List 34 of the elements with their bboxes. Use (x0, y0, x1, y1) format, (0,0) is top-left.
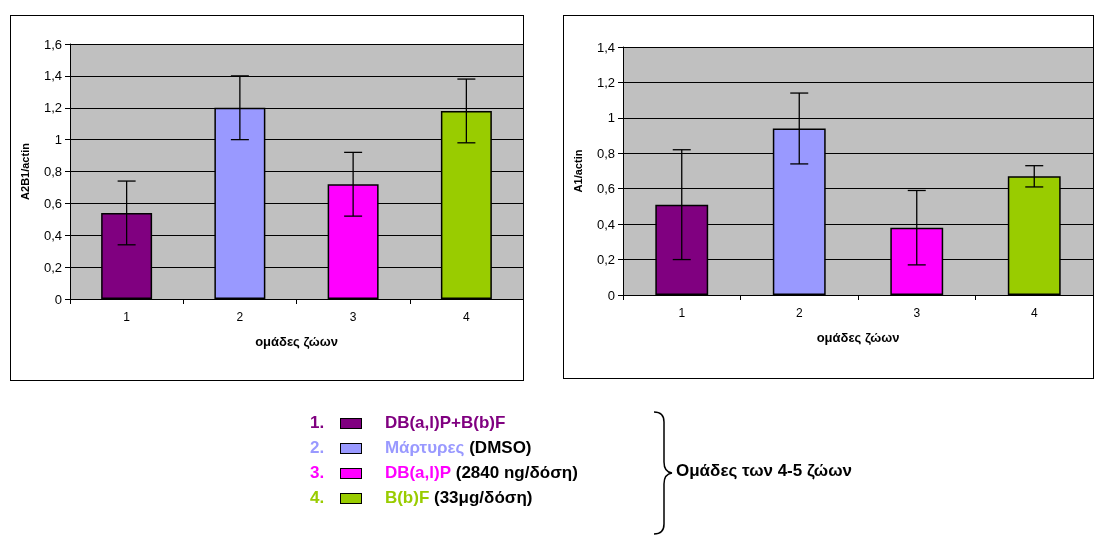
y-tick-label: 0 (54, 291, 62, 307)
text: 3. DB(a,l)P (2840 ng/δόση) (310, 462, 578, 482)
y-axis-title: A2B1/actin (18, 142, 31, 200)
y-tick-label: 1,2 (596, 74, 615, 90)
y-tick-label: 0,8 (43, 164, 62, 179)
text: 1. DB(a,l)P+B(b)F (310, 412, 506, 432)
x-tick-label: 1 (123, 310, 131, 324)
y-tick-label: 1 (54, 132, 62, 148)
x-tick-label: 3 (913, 306, 921, 320)
x-axis-title: ομάδες ζώων (816, 330, 900, 345)
y-tick-label: 1,4 (43, 68, 62, 84)
text: 2. Μάρτυρες (DMSO) (310, 437, 532, 457)
y-tick-label: 0,8 (596, 145, 615, 161)
y-tick-label: 0,2 (596, 252, 615, 268)
y-tick-label: 0,4 (596, 216, 615, 232)
x-tick-label: 3 (349, 310, 357, 324)
y-tick-label: 0,6 (43, 195, 62, 211)
x-tick-label: 2 (795, 306, 803, 320)
y-tick-label: 1,6 (43, 36, 62, 52)
x-tick-label: 4 (1030, 306, 1038, 320)
y-tick-label: 0 (607, 287, 615, 303)
x-tick-label: 4 (463, 310, 471, 324)
y-tick-label: 1,2 (43, 100, 62, 116)
x-tick-label: 2 (236, 310, 244, 324)
text: 4. B(b)F (33μg/δόση) (310, 487, 533, 507)
x-tick-label: 1 (678, 306, 686, 320)
y-axis-title: A1/actin (571, 149, 584, 193)
y-tick-label: 1,4 (596, 39, 615, 55)
y-tick-label: 0,6 (596, 181, 615, 197)
text: Ομάδες των 4-5 ζώων (676, 461, 853, 481)
y-tick-label: 0,2 (43, 259, 62, 275)
y-tick-label: 1 (607, 110, 615, 126)
x-axis-title: ομάδες ζώων (255, 334, 338, 349)
y-tick-label: 0,4 (43, 227, 62, 243)
